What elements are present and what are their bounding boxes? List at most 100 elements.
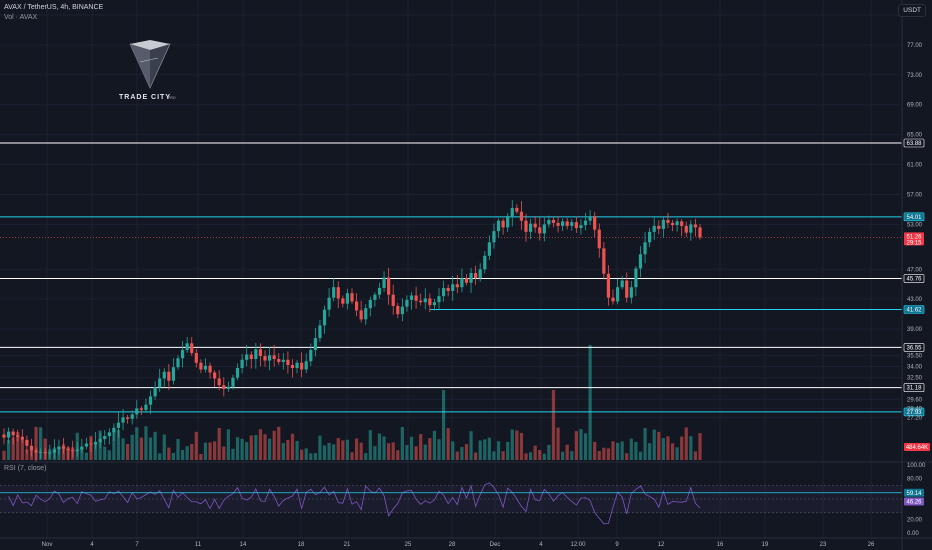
candle-body (254, 349, 258, 360)
candle-body (121, 417, 125, 423)
volume-bar (16, 432, 20, 460)
level-tag-text: 54.01 (906, 215, 922, 221)
volume-bar (487, 437, 491, 460)
time-tick: 12:00 (570, 542, 586, 548)
candle-body (194, 353, 198, 363)
volume-bar (20, 440, 24, 460)
price-tick: 61.00 (907, 163, 923, 169)
volume-bar (428, 438, 432, 460)
volume-legend[interactable]: Vol · AVAX (4, 14, 38, 21)
candle-body (698, 227, 702, 238)
candle-body (551, 219, 556, 223)
volume-bar (661, 437, 665, 460)
volume-bar (350, 452, 354, 460)
candle-body (437, 296, 441, 303)
volume-bar (469, 431, 473, 460)
candle-body (25, 439, 29, 446)
candle-body (300, 362, 304, 370)
time-tick: 26 (868, 542, 875, 548)
currency-button[interactable]: USDT (898, 4, 926, 17)
price-axis[interactable]: 81.0077.0073.0069.0065.0061.0057.0053.00… (907, 13, 923, 421)
volume-bar (11, 437, 15, 460)
volume-bar (277, 426, 281, 460)
volume-bar (153, 431, 157, 460)
price-tick: 34.00 (907, 365, 923, 371)
candle-body (460, 278, 464, 288)
volume-bar (290, 433, 295, 460)
candle-body (2, 434, 6, 438)
candle-body (391, 294, 395, 306)
candle-body (71, 450, 75, 452)
candle-body (350, 293, 354, 302)
candle-body (130, 414, 134, 419)
volume-bar (675, 447, 679, 460)
volume-bar (419, 434, 423, 460)
volume-bar (414, 446, 418, 460)
volume-bar (638, 451, 643, 460)
candle-body (474, 273, 478, 279)
volume-bar (606, 448, 611, 460)
volume-bar (359, 442, 363, 460)
volume-bar (538, 449, 542, 460)
candle-body (666, 219, 670, 223)
tradecity-logo: TRADE CITY PRO (119, 40, 176, 101)
time-tick: 7 (135, 542, 139, 548)
candle-body (396, 305, 400, 315)
candle-body (235, 368, 240, 378)
volume-bar (446, 428, 450, 460)
candle-body (528, 223, 533, 232)
candle-body (277, 359, 281, 363)
volume-bar (249, 435, 253, 460)
volume-bar (684, 427, 688, 460)
time-tick: 11 (195, 542, 202, 548)
time-tick: 23 (820, 542, 827, 548)
volume-bar (373, 446, 377, 460)
volume-bar (267, 438, 272, 460)
time-tick: 16 (717, 542, 724, 548)
volume-bar (185, 446, 189, 460)
volume-bar (332, 444, 336, 460)
candle-body (309, 350, 313, 362)
volume-bar (579, 429, 583, 460)
volume-bar (565, 444, 569, 460)
candle-body (286, 359, 290, 366)
candle-body (66, 448, 70, 451)
volume-bar (364, 453, 368, 460)
candle-body (625, 280, 629, 298)
level-tag (903, 407, 925, 417)
level-tag (903, 212, 925, 222)
candle-body (561, 221, 565, 226)
candle-body (524, 220, 528, 232)
price-tick: 35.50 (907, 353, 923, 359)
candle-body (341, 298, 345, 304)
candlesticks (2, 200, 702, 463)
candle-body (405, 299, 409, 307)
volume-bar (698, 433, 702, 460)
time-tick: 21 (344, 542, 351, 548)
candle-body (171, 367, 176, 381)
candle-body (583, 220, 588, 226)
candle-body (304, 361, 308, 370)
volume-bar (643, 427, 647, 460)
price-tick: 77.00 (907, 43, 923, 49)
candle-body (313, 338, 317, 351)
volume-bar (6, 439, 11, 460)
candle-body (565, 221, 569, 226)
volume-bar (464, 444, 469, 460)
symbol-legend[interactable]: AVAX / TetherUS, 4h, BINANCE (4, 4, 104, 11)
volume-bar (240, 438, 244, 460)
rsi-legend[interactable]: RSI (7, close) (4, 465, 47, 472)
volume-bar (506, 441, 510, 460)
volume-bar (304, 448, 308, 460)
volume-bar (126, 443, 130, 460)
volume-bar (629, 438, 633, 460)
volume-bar (295, 440, 299, 460)
candle-body (414, 295, 418, 301)
volume-bar (313, 453, 317, 460)
horizontal-levels[interactable]: 63.88 54.01 45.76 41.62 36.55 31.18 27.93 51.26… (0, 138, 930, 451)
candle-body (423, 298, 427, 303)
candle-body (332, 287, 336, 298)
candle-body (185, 343, 189, 351)
